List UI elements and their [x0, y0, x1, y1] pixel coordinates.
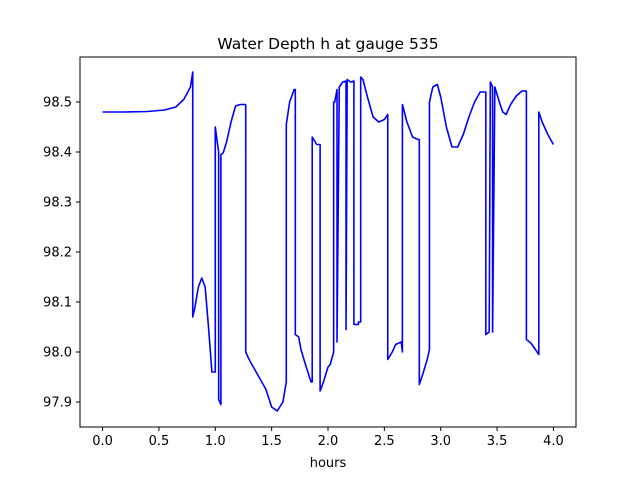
- series-layer: [102, 71, 555, 412]
- x-tick-label: 1.5: [261, 434, 282, 449]
- y-tick-label: 97.9: [43, 396, 72, 411]
- chart-title: Water Depth h at gauge 535: [217, 35, 438, 53]
- x-tick-label: 3.5: [487, 434, 508, 449]
- x-tick-label: 0.5: [149, 434, 170, 449]
- x-tick-label: 4.0: [543, 434, 564, 449]
- y-tick-label: 98.1: [43, 296, 72, 311]
- x-tick-label: 3.0: [430, 434, 451, 449]
- x-tick-label: 0.0: [92, 434, 113, 449]
- y-axis: 97.9 98.0 98.1 98.2 98.3 98.4 98.5: [43, 96, 80, 411]
- y-tick-label: 98.3: [43, 196, 72, 211]
- x-axis: 0.0 0.5 1.0 1.5 2.0 2.5 3.0 3.5 4.0: [92, 427, 564, 449]
- y-tick-label: 98.0: [43, 346, 72, 361]
- x-tick-label: 2.5: [374, 434, 395, 449]
- x-axis-label: hours: [310, 456, 347, 471]
- series-line-1: [102, 71, 555, 412]
- x-tick-label: 2.0: [318, 434, 339, 449]
- y-tick-label: 98.5: [43, 96, 72, 111]
- y-tick-label: 98.2: [43, 246, 72, 261]
- x-tick-label: 1.0: [205, 434, 226, 449]
- y-tick-label: 98.4: [43, 146, 72, 161]
